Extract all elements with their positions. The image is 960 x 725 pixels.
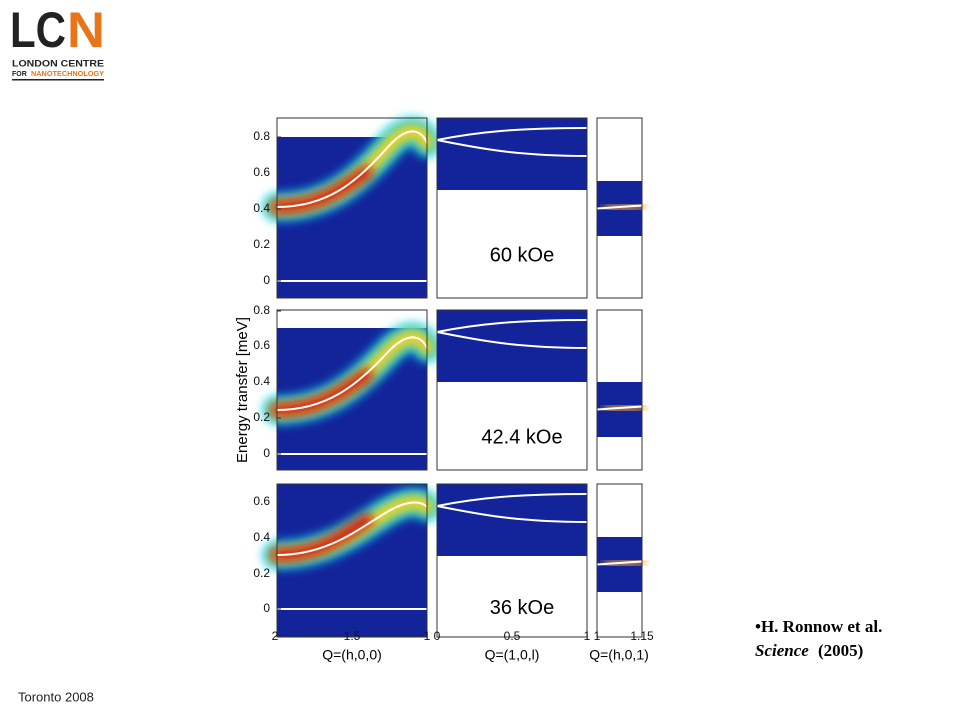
fit-curve	[436, 331, 588, 349]
panel-frame	[436, 309, 588, 471]
logo-mark: LC	[10, 2, 66, 58]
fit-curve	[436, 139, 588, 157]
citation-year: (2005)	[818, 641, 863, 660]
fit-curve	[276, 130, 428, 208]
y-tick-label: 0	[263, 601, 270, 615]
x-tick-label: 1.5	[344, 629, 361, 643]
x-axis-label: Q=(h,0,0)	[322, 647, 382, 663]
panel-frame	[596, 309, 643, 471]
panel-frame	[596, 117, 643, 299]
figure: 60 kOe 0.8 0.6 0.4 0.2 0 42.4 kOe 0.8 0.6 0.4 0.2 0…	[253, 117, 654, 663]
x-tick-label: 2	[272, 629, 279, 643]
fit-curve	[436, 319, 588, 333]
fit-line	[596, 405, 643, 411]
fit-line	[596, 560, 643, 566]
panel-row: 36 kOe 0.6 0.4 0.2 0	[253, 483, 653, 641]
y-tick-label: 0.6	[253, 494, 270, 508]
logo-mark-accent: N	[67, 2, 105, 58]
x-tick-label: 1.15	[630, 629, 654, 643]
fit-curve	[436, 505, 588, 523]
citation-journal: Science	[755, 641, 809, 660]
field-label: 36 kOe	[490, 597, 554, 619]
y-tick-label: 0.2	[253, 410, 270, 424]
panel-frame	[596, 483, 643, 638]
panel-row: 42.4 kOe 0.8 0.6 0.4 0.2 0	[253, 303, 653, 474]
panel-frame	[436, 483, 588, 638]
y-tick-label: 0	[263, 446, 270, 460]
fit-curve	[436, 127, 588, 141]
x-tick-label: 1	[594, 629, 601, 643]
logo-line: LONDON CENTRE	[12, 58, 104, 68]
fit-line	[596, 204, 643, 210]
footer: Toronto 2008	[18, 689, 94, 704]
x-tick-label: 0	[434, 629, 441, 643]
panel-frame	[276, 483, 428, 638]
y-tick-label: 0.8	[253, 129, 270, 143]
logo-line: FOR	[12, 71, 27, 78]
y-tick-label: 0	[263, 273, 270, 287]
x-tick-label: 1	[424, 629, 431, 643]
citation-authors: •H. Ronnow et al.	[755, 617, 882, 636]
x-tick-label: 1	[584, 629, 591, 643]
field-label: 60 kOe	[490, 244, 554, 266]
x-axis-label: Q=(h,0,1)	[589, 647, 649, 663]
y-tick-label: 0.2	[253, 237, 270, 251]
y-tick-label: 0.4	[253, 530, 270, 544]
x-tick-label: 0.5	[504, 629, 521, 643]
logo-line: NANOTECHNOLOGY	[31, 71, 104, 78]
panel-row: 60 kOe 0.8 0.6 0.4 0.2 0	[253, 117, 653, 302]
y-tick-label: 0.6	[253, 165, 270, 179]
panel-frame	[276, 309, 428, 471]
y-tick-label: 0.6	[253, 338, 270, 352]
logo-rule	[12, 79, 104, 81]
y-tick-label: 0.4	[253, 374, 270, 388]
y-axis-label: Energy transfer [meV]	[234, 317, 251, 463]
panel-frame	[276, 117, 428, 299]
y-tick-label: 0.2	[253, 566, 270, 580]
fit-curve	[436, 493, 588, 507]
logo: LC N LONDON CENTRE FOR NANOTECHNOLOGY	[10, 2, 105, 81]
panel-frame	[436, 117, 588, 299]
field-label: 42.4 kOe	[481, 426, 562, 448]
x-axis-label: Q=(1,0,l)	[485, 647, 540, 663]
y-tick-label: 0.8	[253, 303, 270, 317]
y-tick-label: 0.4	[253, 201, 270, 215]
